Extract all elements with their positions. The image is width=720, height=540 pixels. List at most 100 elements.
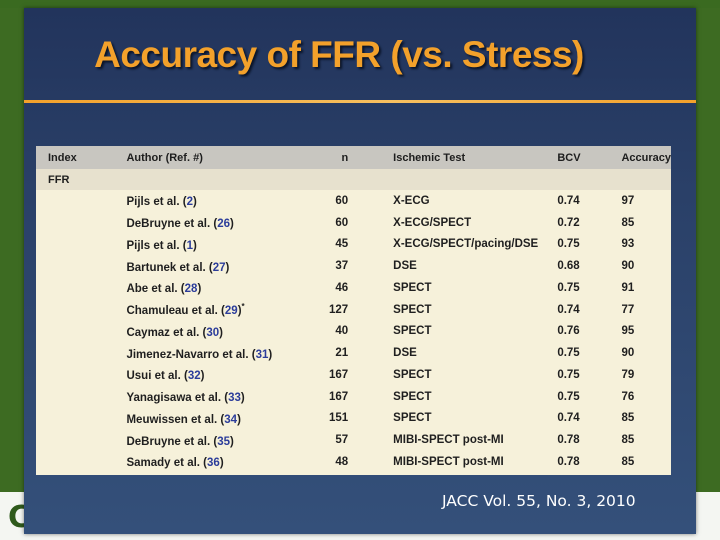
cell-index (36, 429, 126, 451)
cell-accuracy: 85 (621, 434, 635, 447)
table-row: Caymaz et al. (30) 40 SPECT 0.76 95 (36, 321, 671, 343)
reference-number: 31 (255, 348, 269, 361)
cell-n: 57 (335, 434, 349, 447)
cell-accuracy: 91 (621, 281, 635, 294)
footnote-mark: * (241, 302, 245, 312)
cell-bcv: 0.75 (557, 238, 580, 251)
cell-accuracy: 85 (621, 216, 635, 229)
slide: Accuracy of FFR (vs. Stress) Index Autho… (24, 8, 696, 534)
cell-n: 40 (335, 325, 349, 338)
cell-accuracy: 76 (621, 390, 635, 403)
reference-number: 35 (217, 435, 231, 448)
header-accuracy: Accuracy (611, 146, 671, 169)
table-row: Abe et al. (28) 46 SPECT 0.75 91 (36, 277, 671, 299)
table-row: Jimenez-Navarro et al. (31) 21 DSE 0.75 90 (36, 342, 671, 364)
section-row-ffr: FFR (36, 169, 671, 190)
author-name: Samady et al. (126, 457, 200, 470)
cell-author: DeBruyne et al. (35) (126, 435, 234, 448)
table-row: DeBruyne et al. (35) 57 MIBI-SPECT post-MI… (36, 429, 671, 451)
cell-accuracy: 77 (621, 303, 635, 316)
cell-index (36, 408, 126, 430)
cell-ischemic-test: SPECT (393, 325, 432, 338)
table-header-row: Index Author (Ref. #) n Ischemic Test BC… (36, 146, 671, 169)
table-body: FFR Pijls et al. (2) 60 X-ECG 0.74 97 DeBruyn… (36, 169, 671, 473)
cell-author: Caymaz et al. (30) (126, 326, 224, 339)
cell-accuracy: 90 (621, 260, 635, 273)
reference-number: 26 (217, 218, 231, 231)
cell-n: 127 (328, 303, 349, 316)
cell-bcv: 0.76 (557, 325, 580, 338)
table-row: Pijls et al. (2) 60 X-ECG 0.74 97 (36, 190, 671, 212)
header-author: Author (Ref. #) (126, 146, 278, 169)
cell-bcv: 0.75 (557, 347, 580, 360)
cell-ischemic-test: SPECT (393, 281, 432, 294)
cell-author: Samady et al. (36) (126, 457, 224, 470)
cell-ischemic-test: MIBI-SPECT post-MI (393, 434, 504, 447)
cell-n: 167 (328, 368, 349, 381)
cell-author: Meuwissen et al. (34) (126, 413, 241, 426)
cell-index (36, 212, 126, 234)
header-bcv: BCV (557, 146, 612, 169)
accuracy-table-panel: Index Author (Ref. #) n Ischemic Test BC… (36, 146, 671, 475)
author-name: Pijls et al. (126, 196, 180, 209)
cell-accuracy: 85 (621, 455, 635, 468)
cell-author: Usui et al. (32) (126, 370, 205, 383)
cell-bcv: 0.75 (557, 281, 580, 294)
reference-number: 34 (224, 413, 238, 426)
cell-ischemic-test: X-ECG/SPECT/pacing/DSE (393, 238, 539, 251)
outer-frame-top (0, 0, 720, 8)
author-name: Abe et al. (126, 283, 178, 296)
author-name: Yanagisawa et al. (126, 392, 222, 405)
author-name: Pijls et al. (126, 239, 180, 252)
cell-index (36, 255, 126, 277)
cell-n: 46 (335, 281, 349, 294)
cell-index (36, 451, 126, 473)
cell-author: Chamuleau et al. (29)* (126, 302, 245, 318)
table-row: Chamuleau et al. (29)* 127 SPECT 0.74 77 (36, 299, 671, 321)
cell-author: Pijls et al. (1) (126, 239, 197, 252)
title-underline (24, 100, 696, 103)
table-row: Meuwissen et al. (34) 151 SPECT 0.74 85 (36, 408, 671, 430)
cell-n: 48 (335, 455, 349, 468)
cell-n: 45 (335, 238, 349, 251)
table-row: Usui et al. (32) 167 SPECT 0.75 79 (36, 364, 671, 386)
table-row: DeBruyne et al. (26) 60 X-ECG/SPECT 0.72 85 (36, 212, 671, 234)
cell-index (36, 234, 126, 256)
table-row: Yanagisawa et al. (33) 167 SPECT 0.75 76 (36, 386, 671, 408)
cell-ischemic-test: X-ECG (393, 194, 430, 207)
section-label: FFR (36, 169, 671, 190)
cell-accuracy: 79 (621, 368, 635, 381)
cell-index (36, 364, 126, 386)
reference-number: 30 (206, 326, 220, 339)
cell-index (36, 386, 126, 408)
author-name: Jimenez-Navarro et al. (126, 348, 249, 361)
cell-n: 167 (328, 390, 349, 403)
cell-index (36, 277, 126, 299)
reference-number: 29 (224, 305, 238, 318)
author-name: DeBruyne et al. (126, 218, 211, 231)
cell-ischemic-test: SPECT (393, 303, 432, 316)
cell-index (36, 299, 126, 321)
cell-index (36, 321, 126, 343)
author-name: Caymaz et al. (126, 326, 200, 339)
cell-n: 60 (335, 216, 349, 229)
author-name: Usui et al. (126, 370, 181, 383)
cell-author: Abe et al. (28) (126, 283, 202, 296)
cell-accuracy: 97 (621, 194, 635, 207)
cell-accuracy: 85 (621, 412, 635, 425)
cell-bcv: 0.78 (557, 455, 580, 468)
table-row: Pijls et al. (1) 45 X-ECG/SPECT/pacing/DSE… (36, 234, 671, 256)
table-row: Bartunek et al. (27) 37 DSE 0.68 90 (36, 255, 671, 277)
reference-number: 33 (228, 392, 241, 405)
cell-n: 37 (335, 260, 349, 273)
cell-ischemic-test: SPECT (393, 368, 432, 381)
cell-n: 21 (335, 347, 349, 360)
header-ischemic-test: Ischemic Test (393, 146, 558, 169)
cell-author: Bartunek et al. (27) (126, 261, 230, 274)
cell-accuracy: 93 (621, 238, 635, 251)
author-name: Chamuleau et al. (126, 305, 218, 318)
cell-n: 151 (328, 412, 349, 425)
author-name: DeBruyne et al. (126, 435, 211, 448)
cell-accuracy: 90 (621, 347, 635, 360)
reference-number: 27 (212, 261, 226, 274)
